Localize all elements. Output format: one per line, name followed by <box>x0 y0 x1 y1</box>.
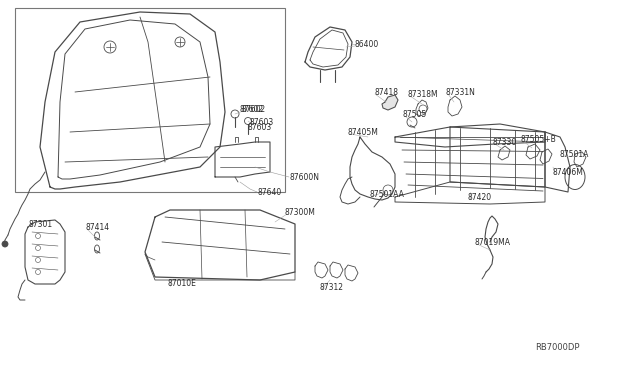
Text: 87501A: 87501A <box>560 150 589 158</box>
Text: 87640: 87640 <box>258 187 282 196</box>
Text: 87602: 87602 <box>240 105 264 113</box>
Polygon shape <box>382 95 398 110</box>
Text: 87010E: 87010E <box>168 279 197 289</box>
Text: 87331N: 87331N <box>446 87 476 96</box>
Text: 87414: 87414 <box>85 222 109 231</box>
Text: 87420: 87420 <box>468 192 492 202</box>
Circle shape <box>2 241 8 247</box>
Text: 87300M: 87300M <box>285 208 316 217</box>
Text: 87418: 87418 <box>375 87 399 96</box>
Text: 87312: 87312 <box>320 282 344 292</box>
Text: RB7000DP: RB7000DP <box>535 343 579 352</box>
Text: 87330: 87330 <box>493 138 517 147</box>
Text: 87602: 87602 <box>242 105 266 113</box>
Text: 86400: 86400 <box>355 39 380 48</box>
Text: 87505: 87505 <box>403 109 428 119</box>
Text: 87406M: 87406M <box>553 167 584 176</box>
Text: 87501AA: 87501AA <box>370 189 405 199</box>
Text: 87405M: 87405M <box>348 128 379 137</box>
Text: 87318M: 87318M <box>408 90 438 99</box>
Text: 87603: 87603 <box>250 118 275 126</box>
Text: 87301: 87301 <box>28 219 52 228</box>
Text: 87019MA: 87019MA <box>475 237 511 247</box>
Text: 87603: 87603 <box>248 122 272 131</box>
Text: 87600N: 87600N <box>290 173 320 182</box>
Bar <box>15 8 285 192</box>
Text: 87505+B: 87505+B <box>521 135 557 144</box>
